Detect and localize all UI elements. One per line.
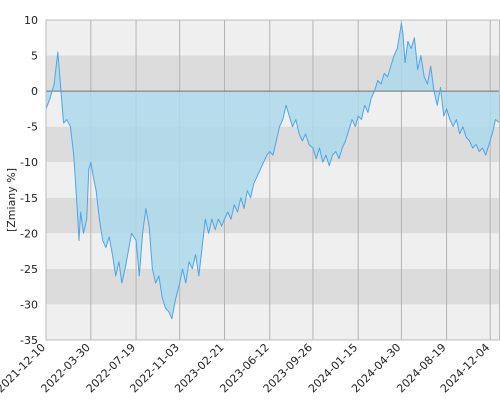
y-axis-label: [Zmiany %] [5,168,18,232]
background-band [46,304,500,340]
series-area [46,23,500,319]
y-tick-label: -5 [27,121,38,134]
x-axis-ticks: 2021-12-102022-03-302022-07-192022-11-03… [0,341,492,395]
series-line-group [45,23,500,320]
y-tick-label: 0 [31,85,38,98]
y-tick-label: -35 [20,334,38,347]
series-line [45,23,500,320]
background-band [46,20,500,56]
y-tick-label: -25 [20,263,38,276]
y-tick-label: 10 [24,14,38,27]
y-tick-label: -10 [20,156,38,169]
y-tick-label: -20 [20,227,38,240]
background-band [46,268,500,305]
area-fill [46,23,500,319]
y-tick-label: -30 [20,298,38,311]
y-axis-ticks: 10 5 0 -5 -10 -15 -20 -25 -30 -35 [20,14,38,347]
y-tick-label: -15 [20,192,38,205]
y-tick-label: 5 [31,50,38,63]
